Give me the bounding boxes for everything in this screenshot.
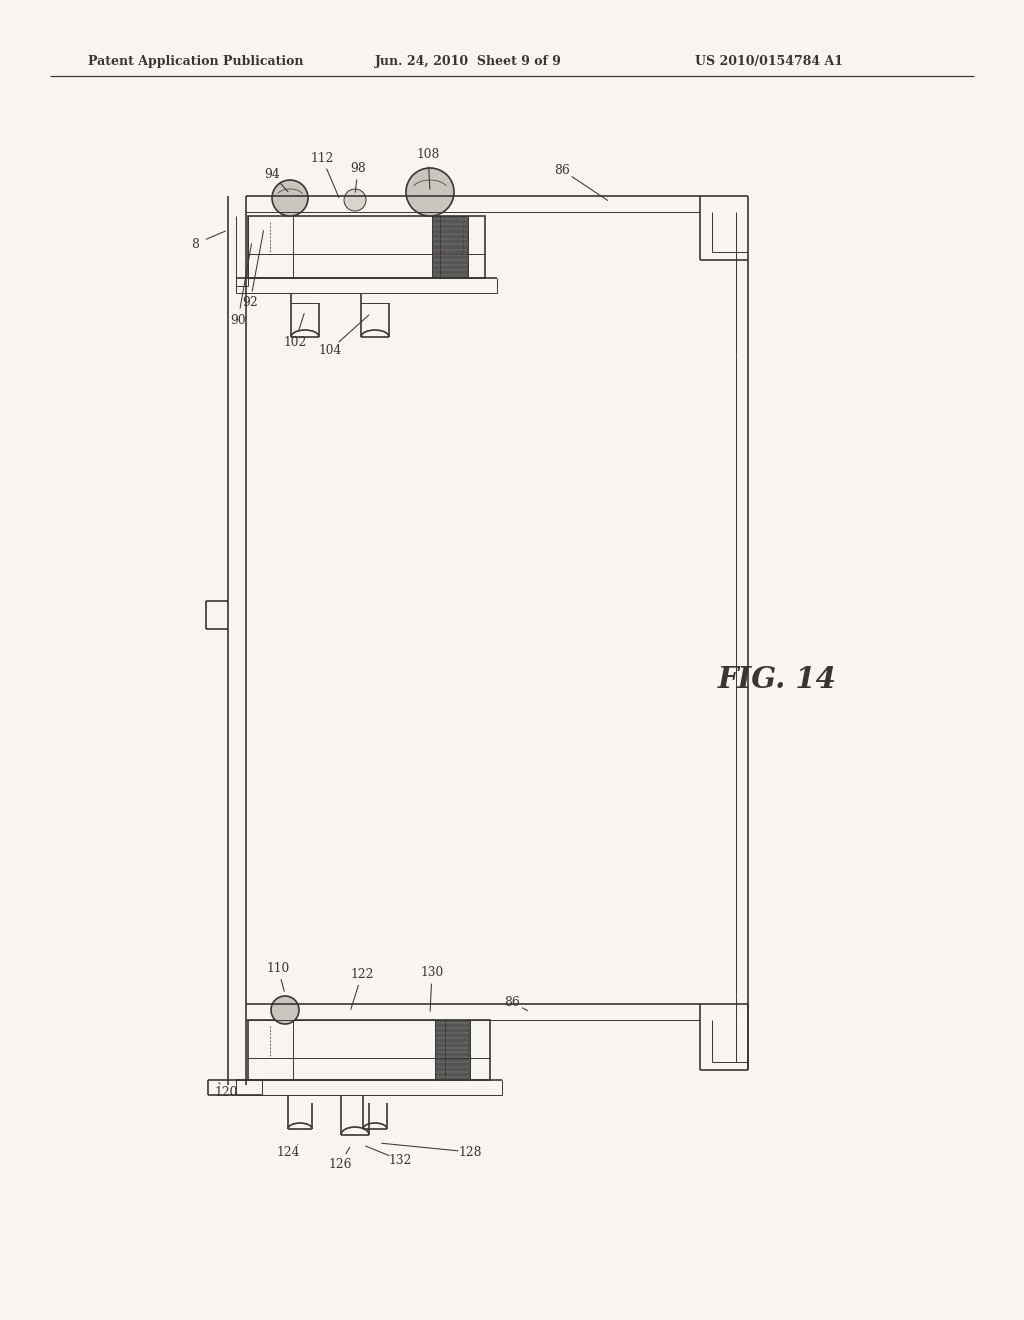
Text: 128: 128	[459, 1146, 481, 1159]
Text: Jun. 24, 2010  Sheet 9 of 9: Jun. 24, 2010 Sheet 9 of 9	[375, 55, 562, 69]
Text: Patent Application Publication: Patent Application Publication	[88, 55, 303, 69]
Text: 120: 120	[214, 1085, 238, 1098]
Circle shape	[272, 180, 308, 216]
Text: 104: 104	[318, 343, 342, 356]
Bar	[248, 216, 485, 279]
Text: 92: 92	[242, 297, 258, 309]
Bar	[248, 1020, 490, 1080]
Circle shape	[406, 168, 454, 216]
Text: 86: 86	[504, 995, 520, 1008]
Text: 130: 130	[421, 965, 443, 978]
Text: 90: 90	[230, 314, 246, 326]
Text: 122: 122	[350, 968, 374, 981]
Circle shape	[271, 997, 299, 1024]
Text: FIG. 14: FIG. 14	[718, 665, 837, 694]
Bar	[435, 1020, 470, 1080]
Text: 8: 8	[191, 238, 199, 251]
Text: 124: 124	[276, 1146, 300, 1159]
Text: 98: 98	[350, 161, 366, 174]
Text: 86: 86	[554, 164, 570, 177]
Text: US 2010/0154784 A1: US 2010/0154784 A1	[695, 55, 843, 69]
Text: 102: 102	[284, 335, 306, 348]
Text: 94: 94	[264, 168, 280, 181]
Text: 126: 126	[329, 1158, 352, 1171]
Text: 110: 110	[266, 961, 290, 974]
Circle shape	[344, 189, 366, 211]
Text: 112: 112	[310, 152, 334, 165]
Text: 132: 132	[388, 1154, 412, 1167]
Text: 108: 108	[417, 149, 439, 161]
Bar	[432, 216, 468, 279]
